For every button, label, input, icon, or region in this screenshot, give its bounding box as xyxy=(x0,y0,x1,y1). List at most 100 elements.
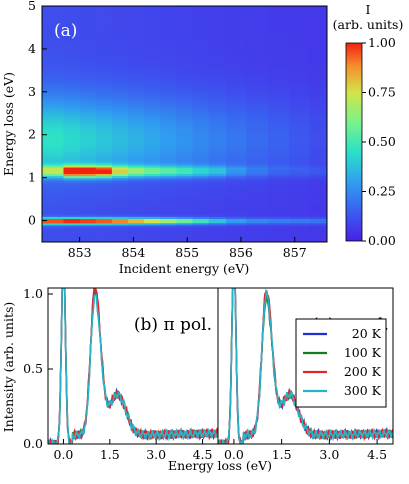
heatmap-cell xyxy=(63,149,81,153)
heatmap-cell xyxy=(144,8,161,11)
heatmap-cell xyxy=(128,222,145,226)
heatmap-cell xyxy=(226,121,247,125)
heatmap-cell xyxy=(176,222,194,226)
heatmap-cell xyxy=(128,53,145,56)
heatmap-cell xyxy=(95,235,113,239)
heatmap-cell xyxy=(160,175,178,179)
heatmap-cell xyxy=(79,108,97,112)
heatmap-cell xyxy=(128,162,145,166)
heatmap-cell xyxy=(160,171,178,174)
heatmap-cell xyxy=(111,106,129,110)
heatmap-cell xyxy=(289,106,311,110)
heatmap-cell xyxy=(63,164,81,168)
heatmap-cell xyxy=(63,72,81,76)
heatmap-cell xyxy=(192,211,210,215)
heatmap-cell xyxy=(289,98,311,101)
heatmap-cell xyxy=(42,16,65,20)
heatmap-cell xyxy=(63,61,81,65)
heatmap-cell xyxy=(267,18,290,22)
heatmap-cell xyxy=(226,239,247,242)
heatmap-cell xyxy=(289,132,311,136)
heatmap-cell xyxy=(144,160,161,164)
spectrum-panel-b: 0.0 1.5 3.0 4.50.00.51.0 (b) π pol. Intensi… xyxy=(1,286,219,462)
heatmap-cell xyxy=(111,111,129,114)
heatmap-cell xyxy=(79,139,97,142)
heatmap-cell xyxy=(176,121,194,125)
heatmap-cell xyxy=(309,21,327,24)
heatmap-cell xyxy=(63,31,81,35)
heatmap-cell xyxy=(95,40,113,44)
heatmap-cell xyxy=(192,151,210,155)
x-tick-label: 4.5 xyxy=(367,447,387,462)
heatmap-cell xyxy=(144,59,161,63)
heatmap-cell xyxy=(160,72,178,76)
heatmap-cell xyxy=(208,83,227,86)
x-tick-label: 4.5 xyxy=(193,447,213,462)
heatmap-cell xyxy=(176,205,194,209)
heatmap-cell xyxy=(144,29,161,33)
heatmap-cell xyxy=(160,151,178,155)
heatmap-cell xyxy=(111,196,129,200)
heatmap-cell xyxy=(176,177,194,181)
heatmap-cell xyxy=(42,209,65,213)
heatmap-cell xyxy=(176,68,194,71)
heatmap-cell xyxy=(208,205,227,209)
heatmap-cell xyxy=(289,203,311,207)
heatmap-cell xyxy=(309,6,327,9)
heatmap-cell xyxy=(246,8,269,11)
heatmap-cell xyxy=(289,121,311,125)
heatmap-cell xyxy=(42,192,65,196)
heatmap-cell xyxy=(246,237,269,241)
heatmap-cell xyxy=(144,151,161,155)
x-tick-label: 0.0 xyxy=(54,447,74,462)
heatmap-cell xyxy=(226,188,247,192)
heatmap-cell xyxy=(63,237,81,241)
heatmap-cell xyxy=(160,237,178,241)
heatmap-cell xyxy=(267,134,290,138)
heatmap-cell xyxy=(208,72,227,76)
heatmap-cell xyxy=(267,224,290,228)
heatmap-cell xyxy=(111,239,129,242)
heatmap-cell xyxy=(226,235,247,239)
heatmap-cell xyxy=(160,46,178,50)
heatmap-cell xyxy=(111,100,129,104)
heatmap-cell xyxy=(289,201,311,204)
heatmap-cell xyxy=(267,192,290,196)
heatmap-cell xyxy=(289,83,311,86)
heatmap-cell xyxy=(309,46,327,50)
heatmap-cell xyxy=(309,87,327,91)
heatmap-cell xyxy=(246,21,269,24)
heatmap-cell xyxy=(144,119,161,123)
heatmap-cell xyxy=(42,21,65,24)
heatmap-cell xyxy=(63,111,81,114)
heatmap-cell xyxy=(246,173,269,177)
heatmap-cell xyxy=(176,72,194,76)
heatmap-cell xyxy=(226,108,247,112)
heatmap-cell xyxy=(111,16,129,20)
heatmap-cell xyxy=(42,130,65,134)
heatmap-cell xyxy=(267,6,290,9)
heatmap-cell xyxy=(63,38,81,41)
heatmap-cell xyxy=(208,231,227,235)
heatmap-cell xyxy=(208,145,227,149)
heatmap-cell xyxy=(160,194,178,198)
heatmap-cell xyxy=(226,12,247,16)
heatmap-cell xyxy=(176,181,194,185)
heatmap-cell xyxy=(226,201,247,204)
heatmap-cell xyxy=(192,81,210,84)
heatmap-cell xyxy=(309,203,327,207)
heatmap-cell xyxy=(63,70,81,74)
heatmap-cell xyxy=(192,145,210,149)
heatmap-cell xyxy=(160,128,178,132)
heatmap-x-tick-label: 854 xyxy=(121,245,145,260)
heatmap-cell xyxy=(309,124,327,127)
heatmap-cell xyxy=(144,222,161,226)
heatmap-cell xyxy=(192,205,210,209)
heatmap-cell xyxy=(79,214,97,217)
y-tick-label: 0.5 xyxy=(23,361,43,376)
heatmap-cell xyxy=(267,72,290,76)
heatmap-cell xyxy=(267,106,290,110)
heatmap-cell xyxy=(246,59,269,63)
heatmap-cell xyxy=(289,229,311,232)
heatmap-cell xyxy=(160,192,178,196)
